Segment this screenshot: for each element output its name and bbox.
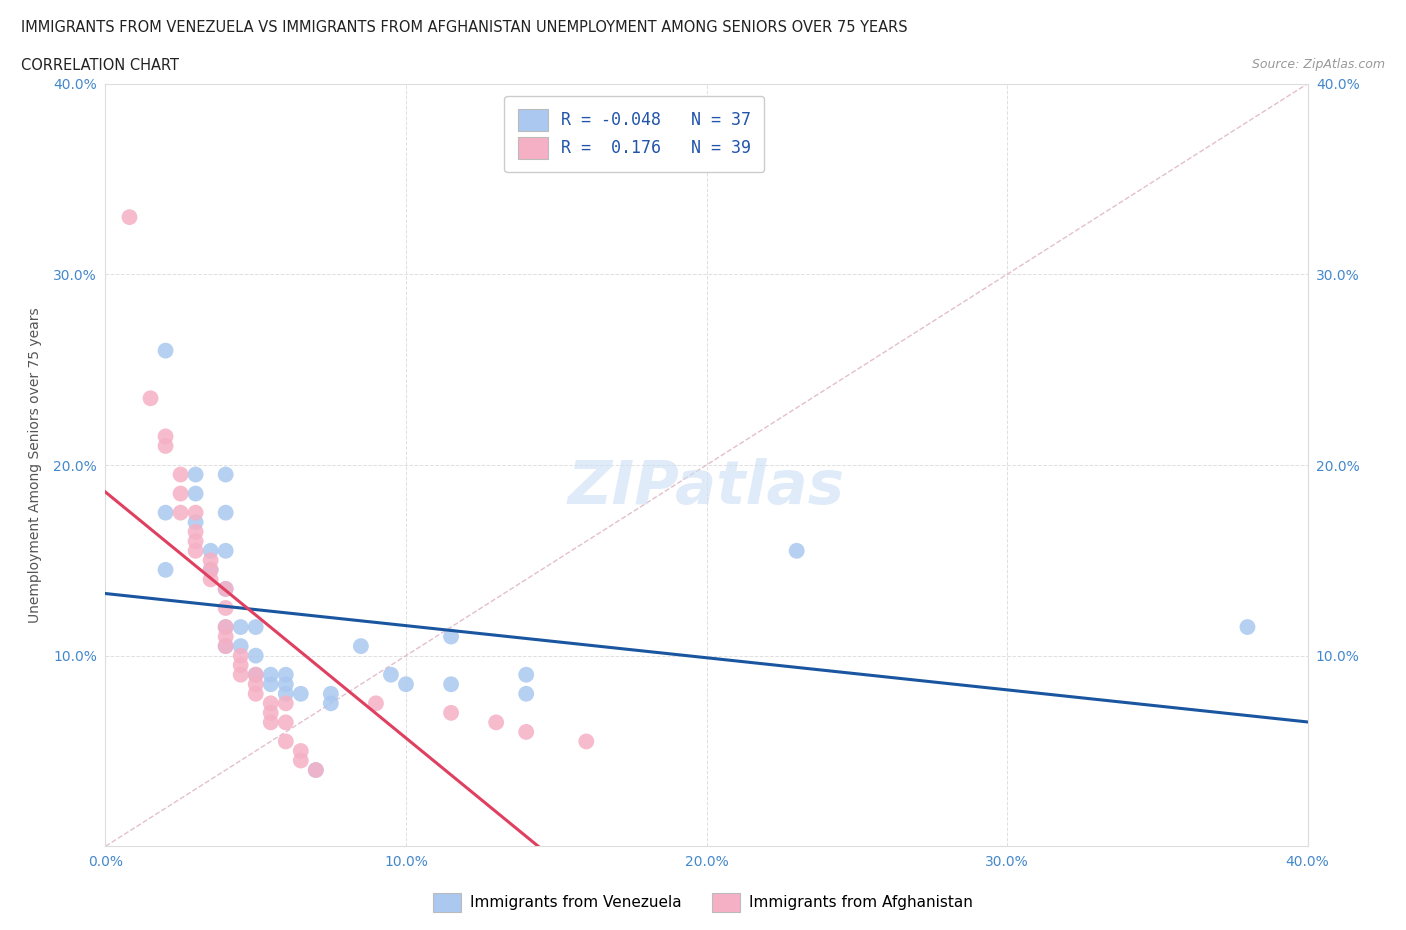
- Point: [245, 619, 267, 634]
- Point: [786, 543, 808, 558]
- Point: [305, 763, 328, 777]
- Point: [290, 744, 312, 759]
- Point: [200, 563, 222, 578]
- Point: [229, 639, 252, 654]
- Point: [575, 734, 598, 749]
- Text: IMMIGRANTS FROM VENEZUELA VS IMMIGRANTS FROM AFGHANISTAN UNEMPLOYMENT AMONG SENI: IMMIGRANTS FROM VENEZUELA VS IMMIGRANTS …: [21, 20, 908, 35]
- Point: [214, 581, 236, 596]
- Point: [440, 630, 463, 644]
- Point: [274, 696, 297, 711]
- Text: Source: ZipAtlas.com: Source: ZipAtlas.com: [1251, 58, 1385, 71]
- Point: [319, 696, 342, 711]
- Point: [184, 515, 207, 530]
- Point: [260, 706, 283, 721]
- Point: [274, 715, 297, 730]
- Point: [395, 677, 418, 692]
- Point: [380, 668, 402, 683]
- Point: [214, 543, 236, 558]
- Point: [214, 581, 236, 596]
- Point: [245, 668, 267, 683]
- Point: [155, 505, 177, 520]
- Point: [290, 686, 312, 701]
- Text: CORRELATION CHART: CORRELATION CHART: [21, 58, 179, 73]
- Point: [200, 563, 222, 578]
- Point: [155, 343, 177, 358]
- Point: [245, 677, 267, 692]
- Point: [169, 505, 191, 520]
- Point: [155, 439, 177, 454]
- Point: [118, 210, 141, 225]
- Point: [214, 630, 236, 644]
- Point: [184, 534, 207, 549]
- Point: [184, 486, 207, 501]
- Point: [214, 601, 236, 616]
- Point: [200, 572, 222, 587]
- Point: [274, 734, 297, 749]
- Point: [260, 677, 283, 692]
- Point: [515, 668, 537, 683]
- Point: [200, 553, 222, 568]
- Point: [260, 715, 283, 730]
- Y-axis label: Unemployment Among Seniors over 75 years: Unemployment Among Seniors over 75 years: [28, 307, 42, 623]
- Point: [350, 639, 373, 654]
- Point: [214, 467, 236, 482]
- Point: [245, 648, 267, 663]
- Point: [184, 467, 207, 482]
- Point: [155, 429, 177, 444]
- Point: [274, 677, 297, 692]
- Point: [214, 619, 236, 634]
- Legend: R = -0.048   N = 37, R =  0.176   N = 39: R = -0.048 N = 37, R = 0.176 N = 39: [505, 96, 765, 172]
- Point: [139, 391, 162, 405]
- Point: [515, 686, 537, 701]
- Point: [1236, 619, 1258, 634]
- Point: [229, 619, 252, 634]
- Point: [184, 543, 207, 558]
- Point: [305, 763, 328, 777]
- Point: [364, 696, 387, 711]
- Point: [440, 677, 463, 692]
- Point: [440, 706, 463, 721]
- Point: [245, 668, 267, 683]
- Point: [274, 668, 297, 683]
- Point: [229, 648, 252, 663]
- Point: [260, 696, 283, 711]
- Point: [515, 724, 537, 739]
- Point: [290, 753, 312, 768]
- Point: [214, 639, 236, 654]
- Point: [274, 686, 297, 701]
- Point: [169, 486, 191, 501]
- Point: [229, 668, 252, 683]
- Point: [229, 658, 252, 672]
- Point: [184, 525, 207, 539]
- Point: [214, 619, 236, 634]
- Point: [155, 563, 177, 578]
- Text: ZIPatlas: ZIPatlas: [568, 458, 845, 517]
- Point: [184, 505, 207, 520]
- Point: [260, 668, 283, 683]
- Point: [485, 715, 508, 730]
- Point: [214, 639, 236, 654]
- Legend: Immigrants from Venezuela, Immigrants from Afghanistan: Immigrants from Venezuela, Immigrants fr…: [427, 887, 979, 918]
- Point: [200, 543, 222, 558]
- Point: [319, 686, 342, 701]
- Point: [169, 467, 191, 482]
- Point: [214, 505, 236, 520]
- Point: [245, 686, 267, 701]
